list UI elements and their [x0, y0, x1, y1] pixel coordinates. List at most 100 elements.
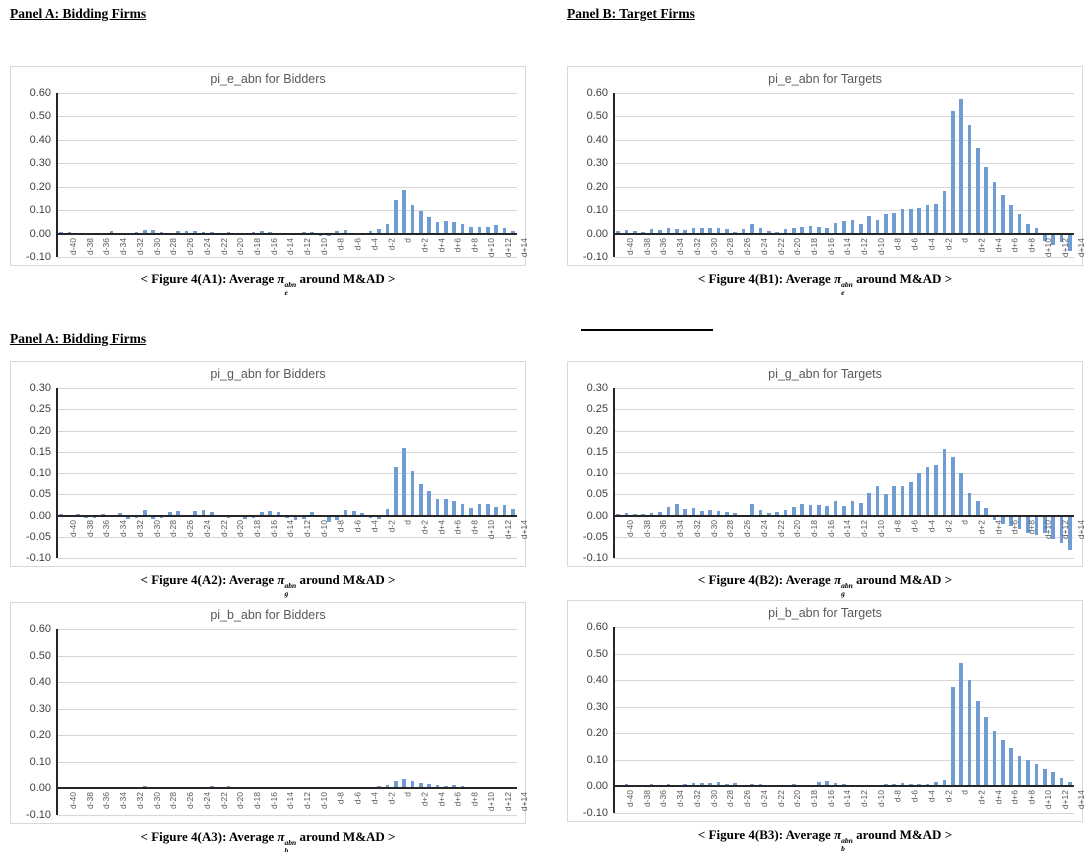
bar: [616, 231, 620, 234]
bar: [808, 226, 813, 234]
x-tick-label: d-24: [758, 790, 769, 808]
plot-area: d-40 d-38 d-36 d-34 d-32 d-30 d-28 d-26 d-24 d-22…: [56, 93, 530, 258]
bar: [226, 515, 231, 519]
x-tick-label: d-30: [151, 519, 162, 537]
bar: [310, 512, 314, 516]
chart-A2: pi_g_abn for Bidders d-40 d-38 d-36 d-34 d-32…: [10, 361, 530, 567]
figure-caption: < Figure 4(A1): Average π abn e around M&A…: [10, 271, 526, 296]
bar: [750, 783, 754, 787]
blank-underline: [581, 329, 713, 331]
x-tick-label: d-28: [168, 519, 179, 537]
bar: [700, 782, 704, 787]
bar: [1017, 213, 1022, 234]
x-tick-label: d-32: [691, 790, 702, 808]
x-tick-label: d-16: [825, 237, 836, 255]
bar: [1034, 763, 1039, 787]
bar: [892, 485, 896, 516]
bar: [444, 498, 448, 516]
bar: [444, 785, 448, 789]
pi-superscript: abn: [841, 280, 853, 289]
bar: [452, 501, 457, 516]
bar: [327, 233, 331, 237]
gridline: [57, 761, 517, 763]
bar: [649, 512, 654, 516]
bar: [992, 730, 997, 787]
x-tick-label: d+6: [452, 792, 463, 807]
y-tick-label: 0.25: [586, 403, 608, 416]
bar: [402, 779, 406, 789]
gridline: [57, 815, 517, 816]
bar: [900, 209, 905, 234]
x-tick-label: d-38: [641, 519, 652, 537]
bar: [758, 510, 763, 516]
bar: [766, 513, 771, 516]
caption-suffix: around M&AD >: [296, 271, 396, 286]
caption-prefix: < Figure 4(B3): Average: [697, 827, 835, 842]
bar: [410, 781, 415, 789]
bar: [925, 783, 930, 787]
x-tick-label: d-16: [268, 237, 279, 255]
x-tick-label: d-8: [892, 519, 903, 532]
x-tick-label: d-10: [318, 792, 329, 810]
bar: [850, 219, 855, 234]
y-tick-label: 0.00: [29, 509, 51, 522]
x-axis-line: [614, 232, 1074, 235]
y-tick-label: -0.10: [582, 807, 608, 819]
x-tick-label: d-20: [235, 792, 246, 810]
gridline: [614, 680, 1074, 682]
bar: [243, 515, 247, 519]
y-tick-label: 0.40: [29, 676, 51, 689]
x-tick-label: d-10: [875, 237, 886, 255]
bar: [867, 492, 871, 516]
y-tick-label: 0.15: [29, 445, 51, 458]
gridline: [614, 558, 1074, 559]
panel-a-header: Panel A: Bidding Firms: [10, 6, 147, 21]
bar: [775, 512, 779, 516]
y-axis-line: [613, 627, 615, 813]
bar: [624, 512, 629, 516]
x-tick-label: d-32: [691, 237, 702, 255]
bar: [942, 448, 947, 516]
y-tick-label: 0.50: [29, 110, 51, 123]
x-tick-label: d+8: [1026, 519, 1037, 534]
gridline: [57, 210, 517, 212]
x-tick-label: d-10: [318, 519, 329, 537]
x-tick-label: d+4: [435, 792, 446, 807]
bar: [792, 507, 796, 516]
bar: [427, 217, 431, 234]
bar: [700, 511, 704, 516]
x-tick-label: d-32: [134, 237, 145, 255]
x-tick-label: d-30: [151, 237, 162, 255]
y-tick-label: 0.00: [586, 780, 608, 793]
x-tick-label: d: [402, 519, 413, 525]
bar: [377, 785, 381, 789]
x-tick-label: d-2: [385, 792, 396, 805]
bar: [984, 166, 988, 234]
x-tick-label: d-36: [101, 519, 112, 537]
figure-caption: < Figure 4(B3): Average π abn b around M&A…: [567, 827, 1083, 852]
x-tick-label: d-20: [792, 237, 803, 255]
gridline: [614, 116, 1074, 118]
x-tick-label: d-30: [151, 792, 162, 810]
bar: [1059, 515, 1064, 544]
bar: [176, 231, 181, 234]
pi-sup-sub: abn b: [841, 837, 853, 852]
bar: [925, 467, 930, 516]
bar: [1001, 515, 1005, 524]
y-tick-label: 0.30: [29, 702, 51, 715]
x-tick-label: d+2: [976, 790, 987, 805]
bar: [143, 510, 147, 516]
bar: [393, 780, 398, 789]
pi-subscript: g: [284, 588, 289, 598]
x-tick-label: d+6: [452, 237, 463, 252]
bar: [511, 230, 515, 234]
figure-4b1-slot: pi_e_abn for Targets d-40 d-38 d-36 d-34 d-32…: [567, 66, 1087, 296]
y-tick-label: -0.10: [582, 552, 608, 564]
bar: [209, 512, 214, 516]
y-tick-label: 0.25: [29, 403, 51, 416]
x-tick-label: d-22: [218, 237, 229, 255]
x-tick-label: d+14: [1076, 519, 1087, 539]
y-tick-label: -0.10: [582, 251, 608, 263]
gridline: [614, 93, 1074, 94]
y-axis-line: [613, 93, 615, 257]
